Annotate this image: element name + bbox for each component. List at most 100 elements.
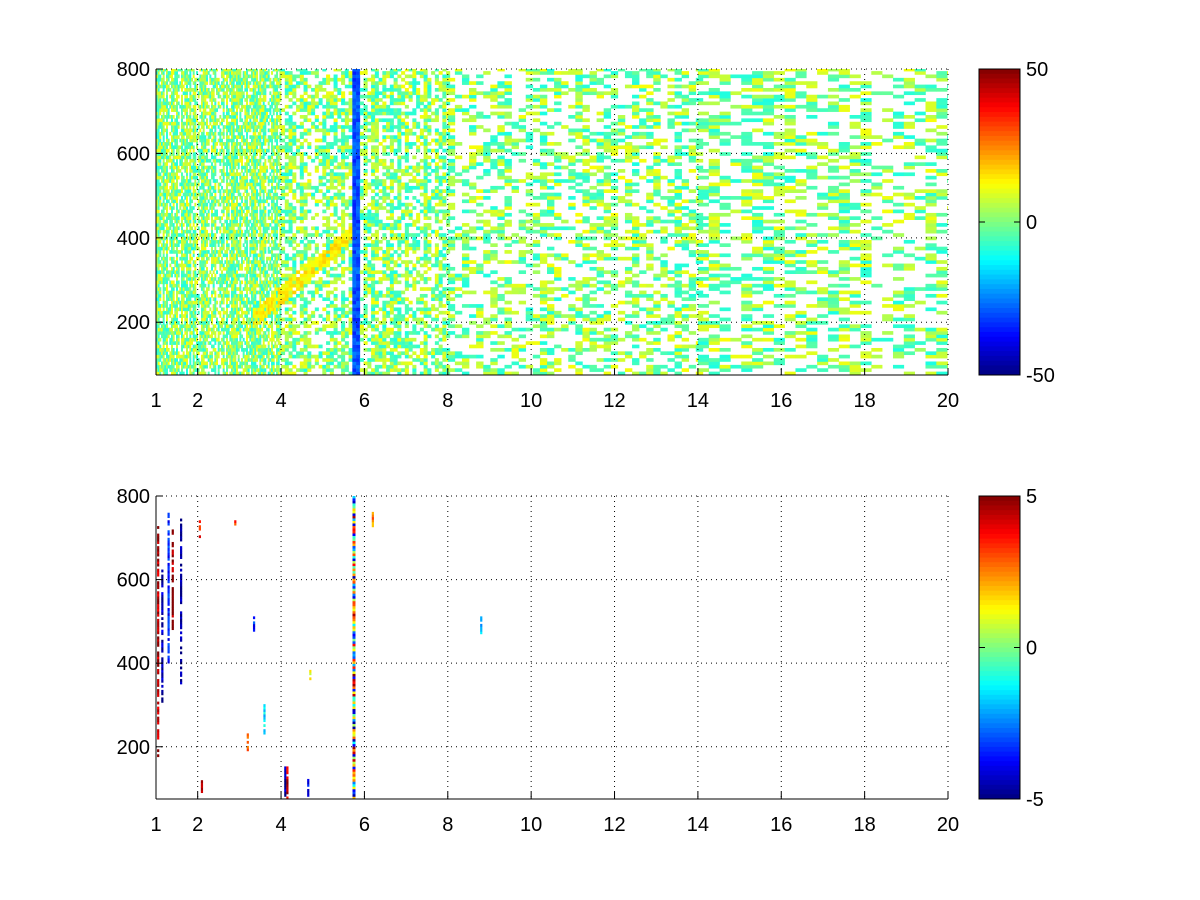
heatmap-cell <box>226 290 228 295</box>
heatmap-cell <box>249 179 252 183</box>
heatmap-cell <box>267 71 270 75</box>
heatmap-cell <box>261 148 264 153</box>
heatmap-cell <box>171 206 173 210</box>
heatmap-cell <box>192 368 195 372</box>
heatmap-cell <box>157 158 160 163</box>
heatmap-cell <box>166 175 168 180</box>
heatmap-cell <box>254 104 257 109</box>
heatmap-cell <box>199 334 202 339</box>
heatmap-cell <box>226 69 228 72</box>
heatmap-cell <box>276 84 279 89</box>
heatmap-cell <box>254 148 257 153</box>
heatmap-cell <box>157 206 160 210</box>
heatmap-cell <box>182 270 185 275</box>
heatmap-cell <box>177 354 180 359</box>
heatmap-cell <box>209 300 212 305</box>
heatmap-cell <box>164 327 167 332</box>
heatmap-cell <box>201 175 203 180</box>
heatmap-cell <box>269 287 272 291</box>
heatmap-cell <box>204 115 207 119</box>
heatmap-cell <box>181 118 183 123</box>
heatmap-cell <box>277 354 280 359</box>
heatmap-cell <box>261 189 264 193</box>
heatmap-cell <box>176 246 178 251</box>
heatmap-cell <box>181 84 183 89</box>
heatmap-cell <box>196 169 198 173</box>
heatmap-cell <box>264 317 267 322</box>
heatmap-cell <box>196 280 198 285</box>
heatmap-cell <box>191 182 193 187</box>
heatmap-cell <box>181 327 183 332</box>
heatmap-cell <box>259 233 262 237</box>
heatmap-cell <box>237 209 240 214</box>
heatmap-cell <box>192 108 195 112</box>
heatmap-cell <box>211 327 213 332</box>
heatmap-cell <box>199 77 202 82</box>
heatmap-cell <box>222 347 225 352</box>
heatmap-cell <box>244 347 247 352</box>
heatmap-cell <box>191 310 193 315</box>
heatmap-cell <box>242 320 245 325</box>
heatmap-cell <box>194 229 197 234</box>
heatmap-cell <box>204 250 207 254</box>
heatmap-cell <box>224 125 227 129</box>
heatmap-cell <box>259 189 262 193</box>
heatmap-cell <box>212 77 215 82</box>
heatmap-cell <box>251 239 254 244</box>
heatmap-cell <box>234 229 237 234</box>
heatmap-cell <box>226 169 228 173</box>
heatmap-cell <box>184 77 187 82</box>
heatmap-cell <box>172 199 175 204</box>
heatmap-cell <box>214 236 217 241</box>
heatmap-cell <box>171 74 173 79</box>
heatmap-cell <box>217 243 220 247</box>
heatmap-cell <box>204 331 207 335</box>
heatmap-cell <box>207 189 210 193</box>
heatmap-cell <box>176 263 178 268</box>
heatmap-cell <box>217 347 220 352</box>
heatmap-cell <box>252 69 255 72</box>
heatmap-cell <box>234 148 237 153</box>
heatmap-cell <box>159 84 162 89</box>
heatmap-cell <box>252 74 255 79</box>
heatmap-cell <box>199 121 202 126</box>
heatmap-cell <box>276 337 279 342</box>
heatmap-cell <box>236 219 238 224</box>
heatmap-cell <box>216 229 218 234</box>
heatmap-cell <box>166 263 168 268</box>
heatmap-cell <box>209 358 212 362</box>
heatmap-cell <box>259 354 262 359</box>
heatmap-cell <box>169 243 172 247</box>
heatmap-cell <box>254 226 257 231</box>
heatmap-cell <box>202 206 205 210</box>
heatmap-cell <box>251 341 254 345</box>
heatmap-cell <box>204 371 207 375</box>
heatmap-cell <box>197 297 200 302</box>
heatmap-cell <box>172 101 175 106</box>
heatmap-cell <box>272 69 275 72</box>
heatmap-cell <box>246 189 249 193</box>
heatmap-cell <box>209 361 212 366</box>
heatmap-cell <box>241 185 244 190</box>
heatmap-cell <box>227 364 230 369</box>
heatmap-cell <box>196 165 198 170</box>
heatmap-cell <box>216 91 218 96</box>
heatmap-cell <box>172 361 175 366</box>
heatmap-cell <box>246 246 249 251</box>
heatmap-cell <box>252 212 255 217</box>
heatmap-cell <box>189 185 192 190</box>
heatmap-cell <box>251 189 254 193</box>
heatmap-cell <box>246 138 249 143</box>
heatmap-cell <box>211 337 213 342</box>
heatmap-cell <box>166 172 168 177</box>
heatmap-cell <box>219 293 222 298</box>
heatmap-cell <box>227 209 230 214</box>
heatmap-cell <box>157 243 160 247</box>
heatmap-cell <box>232 155 235 160</box>
heatmap-cell <box>269 233 272 237</box>
heatmap-cell <box>177 226 180 231</box>
heatmap-cell <box>239 71 242 75</box>
heatmap-cell <box>204 246 207 251</box>
heatmap-cell <box>156 125 158 129</box>
heatmap-cell <box>244 368 247 372</box>
